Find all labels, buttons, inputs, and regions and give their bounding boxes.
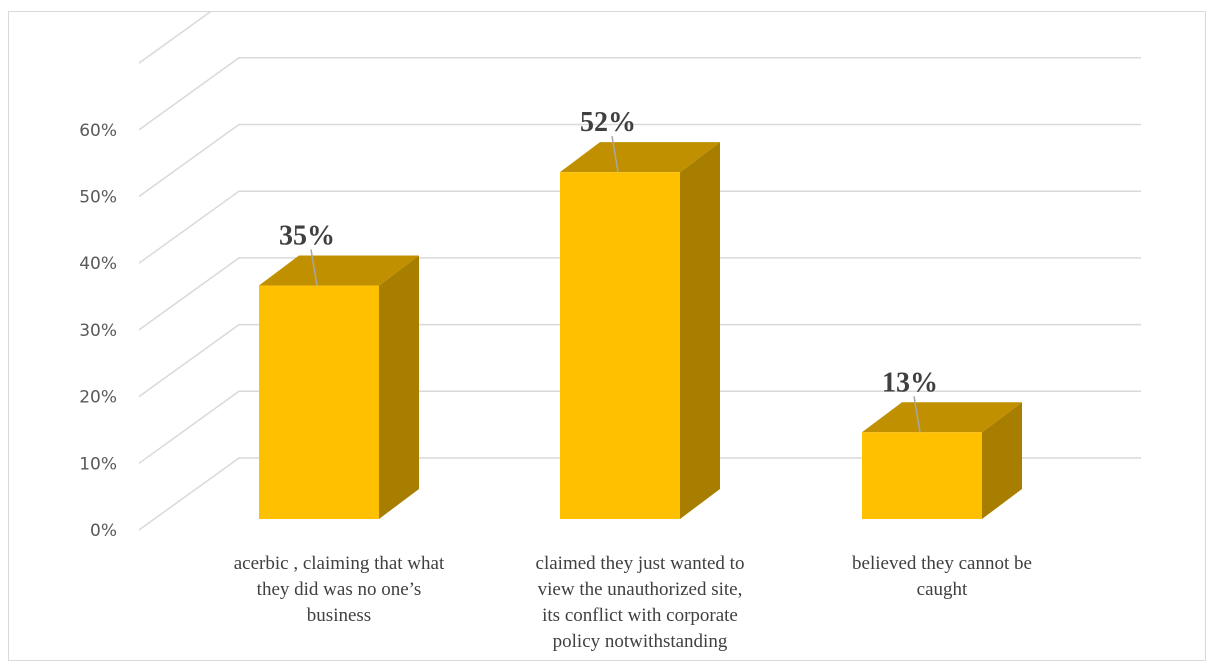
data-label: 35%	[279, 221, 335, 252]
category-label-line: caught	[917, 579, 968, 600]
chart-frame: 0% 10% 20% 30% 40% 50% 60% 35% 52% 13% acerbic ,…	[8, 11, 1206, 661]
gridline	[138, 190, 1141, 264]
bar-side	[680, 142, 720, 519]
category-labels: acerbic , claiming that what they did was…	[234, 553, 1032, 652]
category-label-line: believed they cannot be	[852, 553, 1032, 574]
category-label-line: claimed they just wanted to	[536, 553, 745, 574]
category-label: believed they cannot be caught	[852, 553, 1032, 600]
bar	[259, 285, 379, 519]
bar-top	[259, 255, 419, 286]
category-label-line: view the unauthorized site,	[538, 579, 743, 600]
category-label-line: acerbic , claiming that what	[234, 553, 445, 574]
bars	[259, 142, 1022, 520]
data-label-leader	[611, 136, 619, 173]
gridline	[138, 57, 1141, 131]
bar	[560, 172, 680, 519]
bar-chart: 0% 10% 20% 30% 40% 50% 60% 35% 52% 13% acerbic ,…	[79, 12, 1141, 652]
gridline	[138, 123, 1141, 198]
gridline	[138, 457, 1141, 531]
gridlines	[138, 12, 1141, 531]
y-tick-label: 30%	[79, 321, 117, 341]
gridline	[138, 257, 1141, 331]
y-tick-label: 0%	[90, 521, 117, 541]
y-tick-label: 50%	[79, 188, 117, 208]
gridline	[138, 390, 1141, 464]
gridline	[138, 323, 1141, 398]
data-label-leader	[913, 396, 921, 433]
data-label-leader	[310, 249, 318, 286]
category-label: claimed they just wanted to view the unau…	[536, 553, 745, 652]
y-tick-label: 60%	[79, 121, 117, 141]
bar-top	[560, 142, 720, 173]
y-tick-label: 10%	[79, 454, 117, 474]
category-label: acerbic , claiming that what they did was…	[234, 553, 445, 626]
y-tick-label: 40%	[79, 254, 117, 274]
y-axis-ticks: 0% 10% 20% 30% 40% 50% 60%	[79, 121, 117, 541]
data-label: 52%	[580, 107, 636, 138]
bar-side	[982, 402, 1022, 519]
category-label-line: policy notwithstanding	[553, 631, 728, 652]
gridline	[138, 12, 212, 64]
bar-side	[379, 255, 419, 520]
data-label: 13%	[882, 367, 938, 398]
bar	[862, 432, 982, 519]
category-label-line: business	[307, 605, 371, 626]
y-tick-label: 20%	[79, 388, 117, 408]
category-label-line: its conflict with corporate	[542, 605, 738, 626]
data-labels: 35% 52% 13%	[279, 107, 938, 433]
bar-top	[862, 402, 1022, 433]
category-label-line: they did was no one’s	[257, 579, 422, 600]
